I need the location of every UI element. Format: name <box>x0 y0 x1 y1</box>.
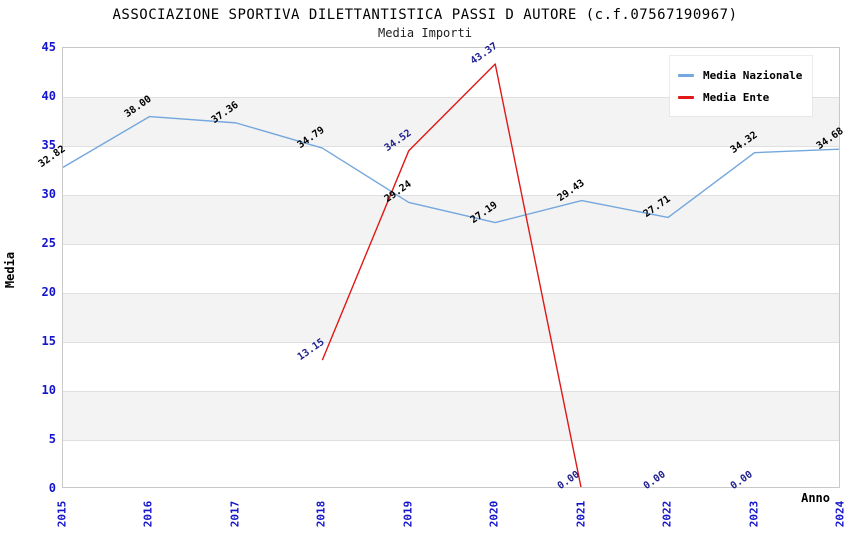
x-tick-label: 2016 <box>141 500 155 528</box>
legend-label: Media Nazionale <box>703 68 803 82</box>
legend-label: Media Ente <box>703 90 770 104</box>
gridline <box>63 194 839 196</box>
x-tick-label: 2020 <box>487 500 501 528</box>
series-lines <box>63 63 839 487</box>
plot-area <box>62 47 840 488</box>
x-tick-label: 2018 <box>314 500 328 528</box>
y-tick-label: 15 <box>41 334 56 348</box>
y-tick-label: 10 <box>41 383 56 397</box>
plot-band <box>63 293 839 342</box>
y-tick-label: 20 <box>41 285 56 299</box>
gridline <box>63 341 839 343</box>
x-tick-label: 2021 <box>574 500 588 528</box>
gridline <box>63 439 839 441</box>
x-tick-label: 2015 <box>55 500 69 528</box>
y-tick-label: 40 <box>41 89 56 103</box>
y-tick-label: 45 <box>41 40 56 54</box>
y-tick-label: 35 <box>41 138 56 152</box>
x-tick-label: 2023 <box>747 500 761 528</box>
gridline <box>63 243 839 245</box>
gridline <box>63 96 839 98</box>
gridline <box>63 390 839 392</box>
gridline <box>63 292 839 294</box>
legend-line-marker-icon <box>678 73 694 77</box>
series-line <box>63 115 839 224</box>
legend: Media Nazionale Media Ente <box>670 56 812 116</box>
plot-band <box>63 195 839 244</box>
y-tick-label: 5 <box>48 432 56 446</box>
x-tick-label: 2017 <box>228 500 242 528</box>
x-axis-title: Anno <box>801 491 830 505</box>
y-tick-label: 25 <box>41 236 56 250</box>
chart-subtitle: Media Importi <box>378 26 472 40</box>
y-tick-label: 30 <box>41 187 56 201</box>
gridline <box>63 145 839 147</box>
x-tick-label: 2019 <box>401 500 415 528</box>
plot-band <box>63 391 839 440</box>
y-tick-label: 0 <box>48 481 56 495</box>
x-tick-label: 2022 <box>660 500 674 528</box>
series-line <box>321 63 582 487</box>
legend-item: Media Ente <box>678 86 804 108</box>
legend-item: Media Nazionale <box>678 64 804 86</box>
y-axis-title: Media <box>3 251 17 289</box>
x-tick-label: 2024 <box>833 500 847 528</box>
legend-line-marker-icon <box>678 95 694 99</box>
chart-title: ASSOCIAZIONE SPORTIVA DILETTANTISTICA PA… <box>112 7 738 23</box>
